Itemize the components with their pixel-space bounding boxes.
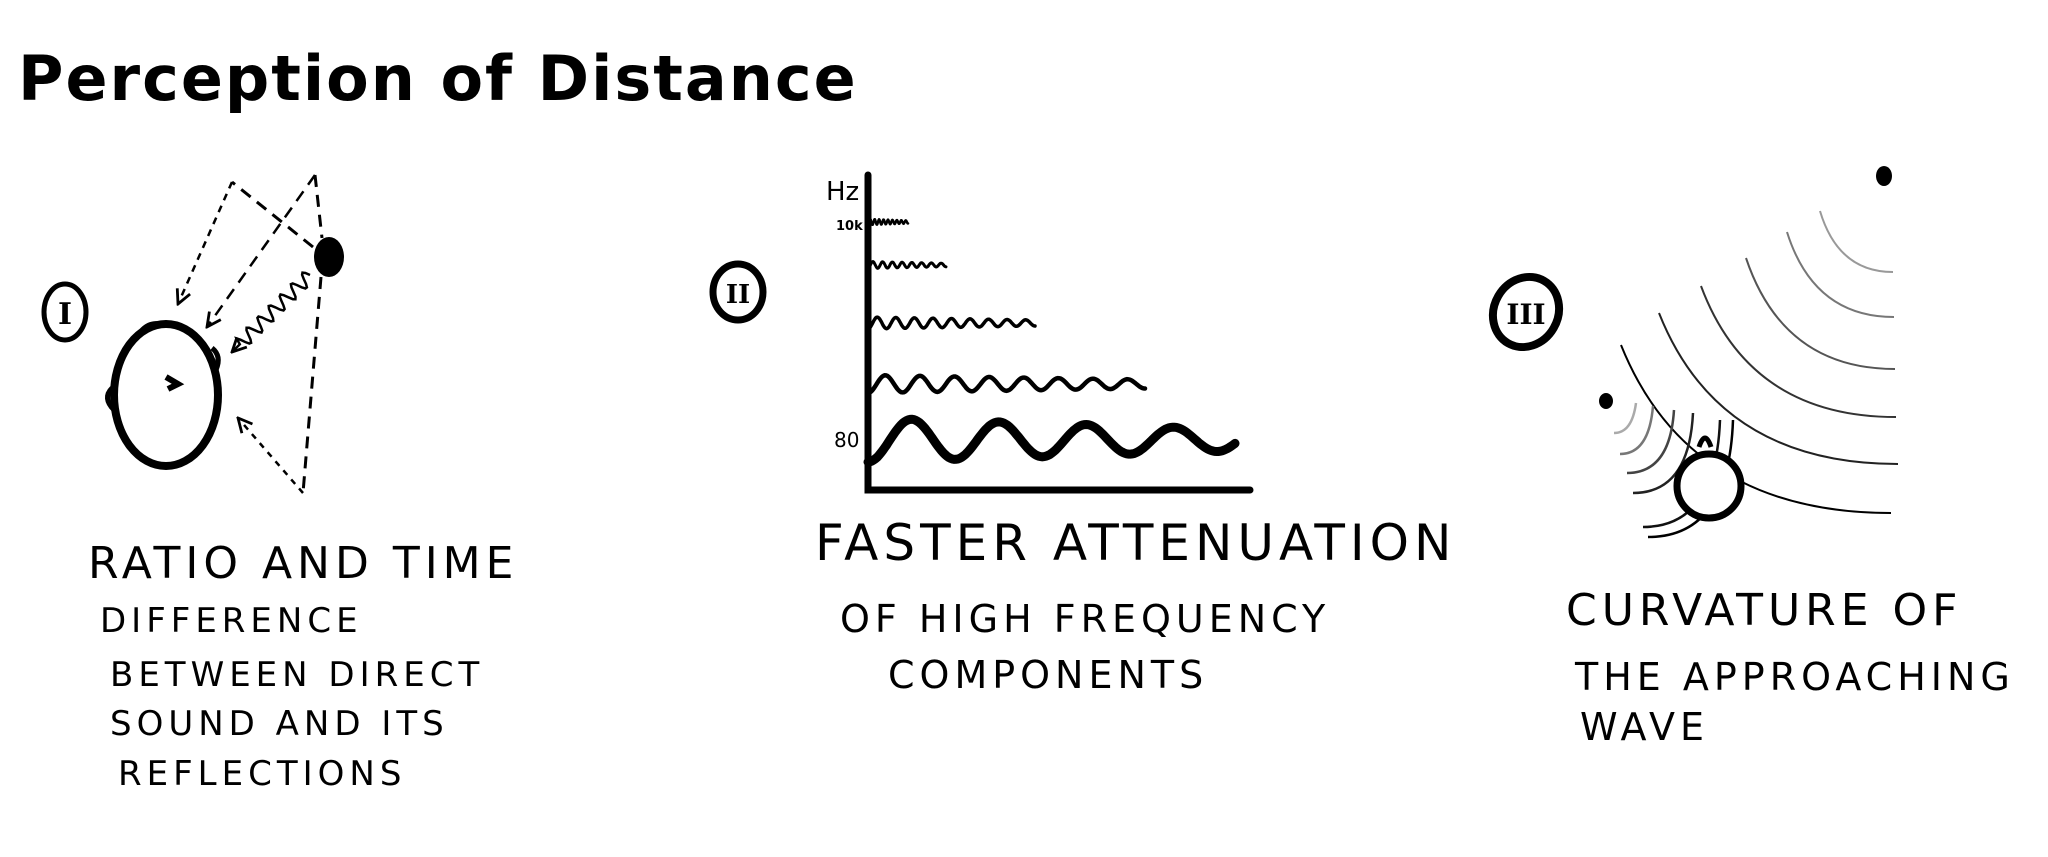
frequency-wave: [866, 315, 1037, 331]
frequency-wave: [863, 414, 1240, 467]
panel-frequency: II Hz 10k 80: [709, 171, 1254, 494]
numeral-label: I: [58, 297, 72, 332]
axes: [864, 171, 1254, 494]
reflection-paths: [178, 174, 324, 494]
frequency-wave: [865, 373, 1148, 396]
numeral-badge: [1488, 272, 1564, 352]
direct-sound-wave: [232, 271, 311, 352]
near-wavefront-arc: [1619, 405, 1655, 456]
tick-label-10k: 10k: [836, 219, 863, 234]
sound-source-dot: [314, 237, 344, 277]
panel-reflections: I: [41, 174, 344, 494]
far-wavefront-arc: [1786, 231, 1895, 318]
far-wavefront-arc: [1658, 312, 1899, 465]
frequency-wave: [866, 217, 910, 227]
nose-icon: [164, 374, 185, 392]
panel-curvature: III: [1488, 166, 1899, 539]
axis-unit-label: Hz: [826, 177, 859, 207]
numeral-badge: [709, 260, 767, 324]
page-title: Perception of Distance: [18, 42, 858, 115]
caption-reflections: Ratio and time difference between direct…: [88, 538, 534, 794]
near-source-dot: [1599, 393, 1613, 409]
caption-frequency: Faster attenuation of high frequency com…: [815, 514, 1473, 697]
head-icon: [110, 320, 222, 470]
far-source-dot: [1876, 166, 1892, 186]
near-wavefront-arc: [1613, 402, 1638, 435]
near-wavefront-arc: [1626, 409, 1676, 475]
listener-head-icon: [1673, 450, 1745, 522]
frequency-wave: [866, 260, 948, 270]
frequency-waves: [863, 217, 1240, 467]
numeral-badge: [41, 281, 89, 343]
wavefront-arcs: [1613, 210, 1899, 539]
far-wavefront-arc: [1745, 257, 1896, 370]
far-wavefront-arc: [1700, 285, 1897, 418]
caption-curvature: Curvature of the approaching wave: [1566, 585, 2032, 749]
far-wavefront-arc: [1819, 210, 1894, 273]
numeral-label: II: [726, 280, 750, 310]
numeral-label: III: [1506, 298, 1545, 331]
tick-label-80: 80: [834, 428, 859, 452]
